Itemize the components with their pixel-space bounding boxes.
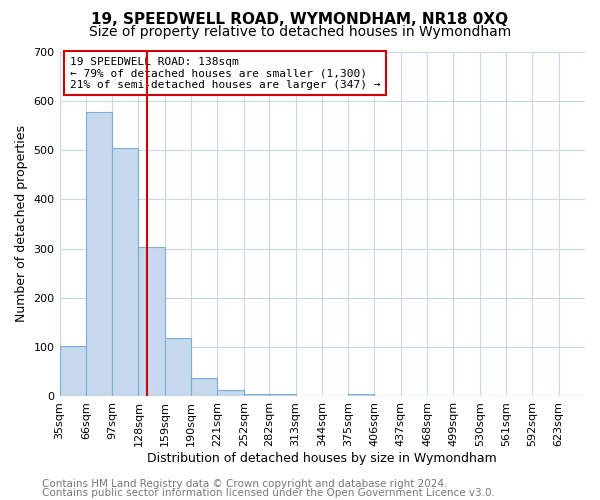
- Bar: [86, 112, 112, 397]
- Text: Size of property relative to detached houses in Wymondham: Size of property relative to detached ho…: [89, 25, 511, 39]
- Text: Contains public sector information licensed under the Open Government Licence v3: Contains public sector information licen…: [42, 488, 495, 498]
- Y-axis label: Number of detached properties: Number of detached properties: [15, 126, 28, 322]
- Bar: [217, 390, 244, 396]
- Bar: [165, 338, 191, 396]
- Bar: [348, 394, 374, 396]
- Text: 19 SPEEDWELL ROAD: 138sqm
← 79% of detached houses are smaller (1,300)
21% of se: 19 SPEEDWELL ROAD: 138sqm ← 79% of detac…: [70, 56, 380, 90]
- Bar: [59, 346, 86, 397]
- Bar: [244, 394, 270, 396]
- Bar: [191, 378, 217, 396]
- X-axis label: Distribution of detached houses by size in Wymondham: Distribution of detached houses by size …: [148, 452, 497, 465]
- Text: Contains HM Land Registry data © Crown copyright and database right 2024.: Contains HM Land Registry data © Crown c…: [42, 479, 448, 489]
- Bar: [269, 394, 296, 396]
- Bar: [139, 247, 165, 396]
- Text: 19, SPEEDWELL ROAD, WYMONDHAM, NR18 0XQ: 19, SPEEDWELL ROAD, WYMONDHAM, NR18 0XQ: [91, 12, 509, 28]
- Bar: [112, 148, 139, 396]
